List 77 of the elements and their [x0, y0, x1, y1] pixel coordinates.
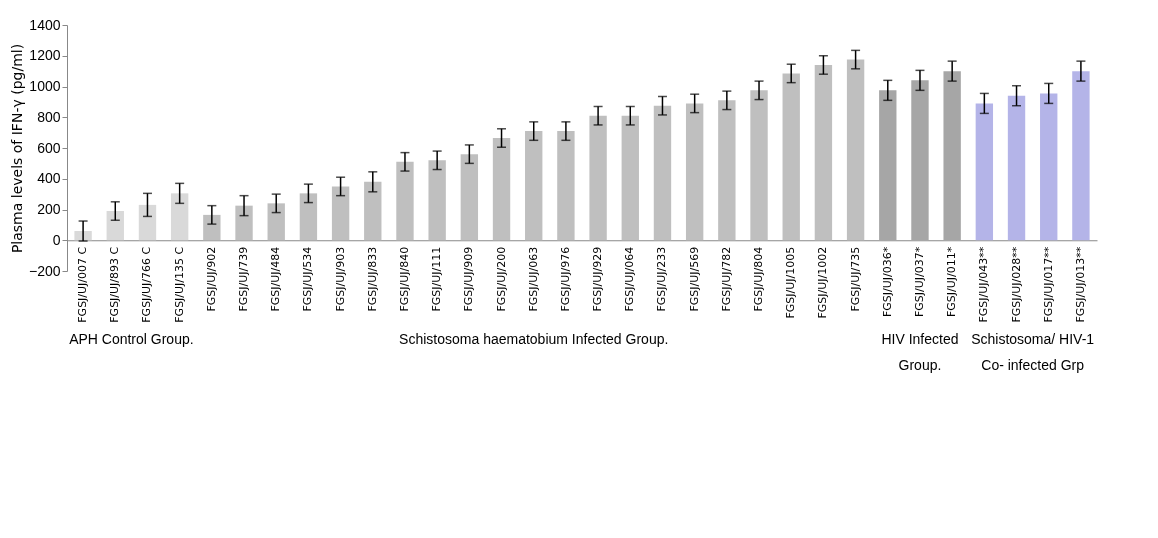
bar	[203, 214, 221, 241]
x-tick-label: FGSJ/UJ/766 C	[140, 246, 154, 323]
y-tick-label: 600	[37, 139, 61, 156]
bar	[975, 103, 994, 241]
x-tick-label: FGSJ/UJ/028**	[1009, 246, 1023, 323]
bar	[364, 181, 382, 241]
x-tick-label: FGSJ/UJ/043**	[977, 246, 991, 323]
bar	[943, 71, 961, 241]
bar	[235, 205, 253, 241]
bar	[846, 59, 865, 241]
x-tick-label: FGSJ/UJ/007 C	[76, 246, 90, 323]
x-tick-label: FGSJ/UJ/011*	[945, 246, 959, 318]
bar	[621, 115, 639, 241]
x-tick-label: FGSJ/UJ/534	[301, 246, 315, 312]
bar	[718, 100, 736, 241]
bar	[138, 204, 157, 241]
y-tick-label: 400	[37, 170, 61, 187]
x-tick-label: FGSJ/UJ/036*	[880, 246, 894, 318]
y-tick-label: 800	[37, 108, 61, 125]
x-tick-label: FGSJ/UJ/017**	[1041, 246, 1055, 323]
x-tick-label: FGSJ/UJ/1005	[784, 246, 798, 319]
y-tick-label: 0	[52, 231, 61, 248]
bar	[428, 160, 446, 241]
x-tick-label: FGSJ/UJ/200	[494, 246, 508, 312]
x-tick-label: FGSJ/UJ/976	[558, 246, 572, 312]
x-tick-label: FGSJ/UJ/484	[269, 246, 283, 312]
x-tick-label: FGSJ/UJ/840	[397, 246, 411, 312]
bar	[525, 131, 543, 241]
x-tick-label: FGSJ/UJ/233	[655, 246, 669, 312]
bar	[106, 211, 124, 241]
x-tick-label: FGSJ/UJ/909	[462, 246, 476, 312]
x-tick-label: FGSJ/UJ/1002	[816, 246, 830, 319]
x-tick-label: FGSJ/UJ/782	[719, 246, 733, 312]
x-tick-label: FGSJ/UJ/037*	[912, 246, 926, 318]
x-tick-label: FGSJ/UJ/063	[526, 246, 540, 312]
bar	[557, 131, 575, 241]
x-tick-label: FGSJ/UJ/833	[365, 246, 379, 312]
bar	[782, 73, 800, 241]
x-tick-label: FGSJ/UJ/903	[333, 246, 347, 312]
bar	[814, 64, 833, 241]
y-tick-label: 1200	[29, 47, 61, 64]
bar	[299, 193, 318, 241]
x-tick-label: FGSJ/UJ/013**	[1073, 246, 1087, 323]
y-tick-label: 200	[37, 201, 61, 217]
bar	[1040, 93, 1058, 241]
text: Schistosoma haematobium Infected Group.	[399, 331, 669, 347]
y-tick-label: 1400	[29, 16, 61, 33]
x-tick-label: FGSJ/UJ/804	[752, 246, 766, 312]
x-tick-label: FGSJ/UJ/135 C	[172, 246, 186, 323]
x-tick-label: FGSJ/UJ/739	[237, 246, 251, 312]
x-tick-label: FGSJ/UJ/569	[687, 246, 701, 312]
y-axis-title: Plasma levels of IFN-γ (pg/ml)	[8, 43, 25, 254]
bar	[1007, 95, 1026, 241]
bar	[750, 90, 768, 241]
x-tick-label: FGSJ/UJ/893 C	[108, 246, 122, 323]
x-tick-label: FGSJ/UJ/064	[623, 246, 637, 312]
y-tick-label: −200	[28, 262, 61, 279]
x-tick-label: FGSJ/UJ/929	[591, 246, 605, 312]
bar	[589, 115, 607, 241]
bar	[170, 193, 189, 241]
bar	[396, 161, 414, 241]
bar	[492, 138, 511, 241]
bar	[653, 105, 672, 241]
text: HIV Infected Group.	[881, 331, 959, 373]
x-tick-label: FGSJ/UJ/735	[848, 246, 862, 312]
text: APH Control Group.	[69, 331, 194, 347]
x-tick-label: FGSJ/UJ/902	[204, 246, 218, 312]
y-tick-label: 1000	[29, 78, 61, 94]
bar	[879, 90, 897, 241]
bar	[685, 103, 704, 241]
text: Schistosoma/ HIV-1 Co- infected Grp	[971, 331, 1095, 373]
bar	[267, 203, 285, 241]
bar	[911, 80, 929, 241]
bar	[460, 154, 479, 241]
x-tick-label: FGSJ/UJ/111	[430, 246, 444, 312]
bar	[331, 186, 350, 241]
bar	[1072, 71, 1090, 241]
